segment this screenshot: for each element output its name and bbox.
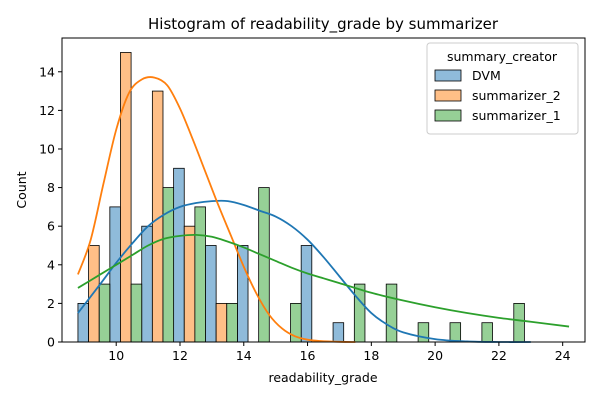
bar-summarizer_2-bin-4 xyxy=(215,302,228,343)
y-tick-label: 4 xyxy=(47,257,55,272)
kde-line-DVM xyxy=(77,199,531,343)
x-tick-label: 16 xyxy=(300,348,316,363)
bar-summarizer_2-bin-3 xyxy=(183,225,196,343)
legend-label-DVM: DVM xyxy=(472,68,501,83)
y-tick-label: 2 xyxy=(47,296,55,311)
bar-DVM-bin-3 xyxy=(173,167,185,343)
y-tick-label: 14 xyxy=(39,64,55,79)
bar-DVM-bin-0 xyxy=(77,302,89,343)
legend-swatch-summarizer_2 xyxy=(434,89,462,102)
legend-label-summarizer_2: summarizer_2 xyxy=(472,88,561,103)
bar-DVM-bin-4 xyxy=(205,245,217,343)
bar-DVM-bin-8 xyxy=(332,322,345,343)
kde-line-summarizer_1 xyxy=(77,233,570,328)
y-tick-label: 0 xyxy=(47,335,55,350)
y-tick-label: 6 xyxy=(47,219,55,234)
bar-summarizer_1-bin-13 xyxy=(513,302,525,343)
kde-layer xyxy=(77,76,570,343)
legend-swatch-DVM xyxy=(434,69,462,82)
bar-summarizer_1-bin-10 xyxy=(417,322,430,343)
y-tick-label: 10 xyxy=(39,141,55,156)
bar-summarizer_1-bin-8 xyxy=(353,283,366,343)
bar-summarizer_1-bin-11 xyxy=(449,322,462,343)
kde-line-summarizer_2 xyxy=(77,76,356,343)
x-axis-ticks: 10 12 14 16 18 20 22 24 xyxy=(108,342,571,363)
bar-summarizer_1-bin-1 xyxy=(130,283,143,343)
x-tick-label: 12 xyxy=(172,348,188,363)
x-tick-label: 14 xyxy=(236,348,252,363)
bar-summarizer_1-bin-0 xyxy=(98,283,111,343)
bar-summarizer_1-bin-3 xyxy=(194,206,206,343)
bar-summarizer_1-bin-12 xyxy=(481,322,493,343)
legend-swatch-summarizer_1 xyxy=(434,109,462,122)
y-axis-label: Count xyxy=(14,171,29,208)
x-tick-label: 22 xyxy=(491,348,507,363)
bar-DVM-bin-7 xyxy=(300,245,313,343)
y-axis-ticks: 0 2 4 6 8 10 12 14 xyxy=(39,64,62,350)
x-tick-label: 24 xyxy=(555,348,571,363)
plot-frame xyxy=(61,37,586,343)
legend-box xyxy=(426,42,579,135)
legend-entries: DVM summarizer_2 summarizer_1 xyxy=(434,68,561,123)
legend-label-summarizer_1: summarizer_1 xyxy=(472,108,561,123)
x-tick-label: 20 xyxy=(427,348,443,363)
bar-summarizer_1-bin-9 xyxy=(385,283,398,343)
chart-title: Histogram of readability_grade by summar… xyxy=(148,15,499,34)
x-tick-label: 18 xyxy=(363,348,379,363)
legend: summary_creator DVM summarizer_2 summarize… xyxy=(426,42,579,135)
y-tick-label: 8 xyxy=(47,180,55,195)
y-tick-label: 12 xyxy=(39,103,55,118)
bar-summarizer_1-bin-4 xyxy=(226,302,238,343)
x-axis-label: readability_grade xyxy=(268,370,377,385)
bar-DVM-bin-1 xyxy=(109,206,121,343)
bar-summarizer_2-bin-1 xyxy=(120,52,132,343)
x-tick-label: 10 xyxy=(108,348,124,363)
bar-DVM-bin-5 xyxy=(236,245,249,343)
legend-title: summary_creator xyxy=(447,49,558,64)
